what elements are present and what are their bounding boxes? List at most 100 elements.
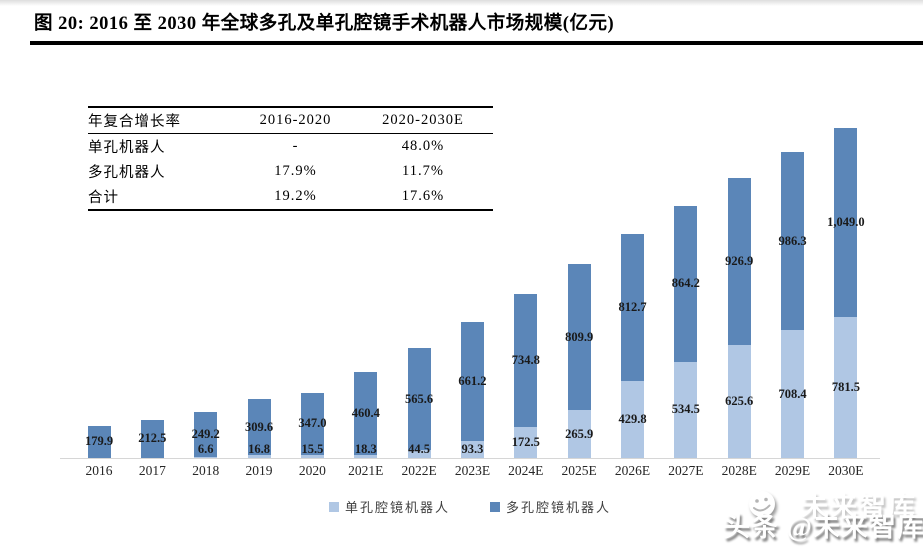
bar-segment-multi-port [514, 294, 538, 427]
bar-segment-multi-port [781, 152, 805, 331]
bar-value-label: 864.2 [671, 276, 700, 291]
bar-value-label: 347.0 [298, 416, 327, 431]
smiley-face-icon [749, 491, 775, 517]
bar-value-label: 986.3 [778, 233, 807, 248]
bar-value-label: 265.9 [565, 426, 594, 441]
x-axis-label: 2019 [245, 463, 273, 478]
bar-segment-single-port [247, 454, 271, 458]
bar-segment-single-port [674, 361, 698, 458]
x-axis-label: 2016 [85, 463, 113, 478]
table-row: 单孔机器人 - 48.0% [88, 134, 493, 160]
bar-value-label: 6.6 [197, 442, 214, 456]
bar-value-label: 661.2 [458, 374, 487, 389]
bar-value-label: 809.9 [565, 329, 594, 344]
legend-label-single-port: 单孔腔镜机器人 [344, 500, 450, 515]
bar-value-label: 172.5 [511, 434, 540, 449]
legend-item-multi-port: 多孔腔镜机器人 [490, 497, 611, 516]
legend-swatch-single-port-icon [328, 501, 339, 512]
bar-segment-single-port [407, 449, 431, 458]
cell-value: 17.6% [401, 188, 445, 204]
bar-value-label: 534.5 [671, 402, 700, 417]
page-top-fade [0, 0, 923, 6]
bar-segment-single-port [194, 456, 218, 458]
x-axis-label: 2024E [508, 463, 544, 478]
bar-value-label: 565.6 [405, 391, 434, 406]
x-axis-label: 2029E [774, 463, 811, 478]
bar-segment-single-port [354, 454, 378, 458]
bar-segment-multi-port [567, 264, 591, 411]
bar-value-label: 781.5 [831, 380, 860, 395]
row-label-multi-port: 多孔机器人 [88, 165, 166, 181]
cell-value: 11.7% [402, 163, 444, 179]
bar-value-label: 179.9 [84, 434, 114, 449]
bar-segment-single-port [460, 441, 484, 458]
cell-value: - [292, 138, 299, 154]
bar-segment-multi-port [300, 392, 324, 456]
watermark-text: 头条 @未来智库 [723, 512, 923, 542]
table-row: 合计 19.2% 17.6% [88, 184, 493, 210]
x-axis-label: 2027E [668, 463, 704, 478]
bar-segment-multi-port [407, 348, 431, 450]
table-row: 多孔机器人 17.9% 11.7% [88, 159, 493, 184]
bar-value-label: 309.6 [244, 419, 274, 434]
bar-value-label: 18.3 [354, 442, 377, 456]
bar-segment-single-port [834, 317, 858, 458]
bar-segment-multi-port [354, 371, 378, 455]
bar-segment-multi-port [621, 234, 644, 381]
x-axis-label: 2026E [614, 463, 651, 478]
x-axis-label: 2028E [721, 463, 757, 478]
bar-value-label: 15.5 [301, 442, 324, 456]
x-axis-label: 2025E [561, 463, 597, 478]
x-axis-label: 2018 [192, 463, 220, 478]
row-label-total: 合计 [88, 190, 119, 206]
bar-segment-single-port [781, 330, 805, 458]
bar-segment-multi-port [247, 399, 271, 455]
bar-value-label: 249.2 [191, 426, 220, 441]
legend-item-single-port: 单孔腔镜机器人 [328, 497, 450, 516]
bar-value-label: 708.4 [778, 386, 807, 401]
bar-segment-single-port [514, 426, 538, 458]
cell-value: 17.9% [274, 163, 317, 179]
bar-segment-single-port [621, 380, 644, 458]
row-label-single-port: 单孔机器人 [88, 140, 166, 156]
bar-segment-multi-port [194, 411, 218, 457]
cagr-header-2020-2030e: 2020-2030E [382, 112, 464, 128]
bar-value-label: 16.8 [248, 442, 270, 456]
x-axis-label: 2020 [298, 463, 326, 478]
legend-swatch-multi-port-icon [490, 501, 500, 512]
x-axis-label: 2017 [138, 463, 166, 478]
bar-segment-multi-port [140, 419, 164, 458]
bar-value-label: 93.3 [461, 442, 484, 456]
bar-value-label: 212.5 [138, 431, 167, 446]
x-axis-label: 2023E [454, 463, 491, 478]
figure-title: 图 20: 2016 至 2030 年全球多孔及单孔腔镜手术机器人市场规模(亿元… [34, 14, 615, 34]
bar-segment-multi-port [674, 205, 698, 362]
legend-label-multi-port: 多孔腔镜机器人 [506, 500, 612, 515]
cagr-header-metric: 年复合增长率 [88, 114, 181, 130]
x-axis-label: 2022E [401, 463, 437, 478]
stacked-bar-chart: 179.9 2016 212.5 2017 249.2 6.6 2018 309.6 16.8 2… [60, 120, 880, 478]
bar-value-label: 460.4 [351, 405, 380, 420]
bar-segment-single-port [567, 410, 591, 458]
bar-segment-multi-port [460, 321, 484, 442]
bar-segment-multi-port [87, 425, 111, 458]
bar-value-label: 1,049.0 [827, 215, 865, 230]
watermark: 未来智库 头条 @未来智库 [651, 488, 923, 548]
x-axis-label: 2021E [348, 463, 384, 478]
bar-segment-single-port [300, 455, 324, 458]
bar-value-label: 812.7 [618, 299, 647, 314]
cell-value: 19.2% [274, 188, 317, 204]
chart-legend: 单孔腔镜机器人 多孔腔镜机器人 [60, 497, 880, 516]
bar-value-label: 429.8 [618, 411, 647, 426]
bar-value-label: 44.5 [408, 442, 431, 456]
bar-segment-multi-port [727, 178, 751, 346]
cagr-table-header-row: 年复合增长率 2016-2020 2020-2030E [88, 107, 493, 134]
cell-value: 48.0% [401, 138, 445, 154]
bar-value-label: 926.9 [725, 254, 754, 269]
cagr-header-2016-2020: 2016-2020 [259, 112, 332, 128]
title-underline-rule [30, 41, 923, 45]
bar-segment-multi-port [834, 127, 858, 318]
watermark-ghost-text: 未来智库 [801, 492, 917, 522]
cagr-table: 年复合增长率 2016-2020 2020-2030E 单孔机器人 - 48.0… [88, 106, 493, 211]
x-axis-label: 2030E [828, 463, 864, 478]
